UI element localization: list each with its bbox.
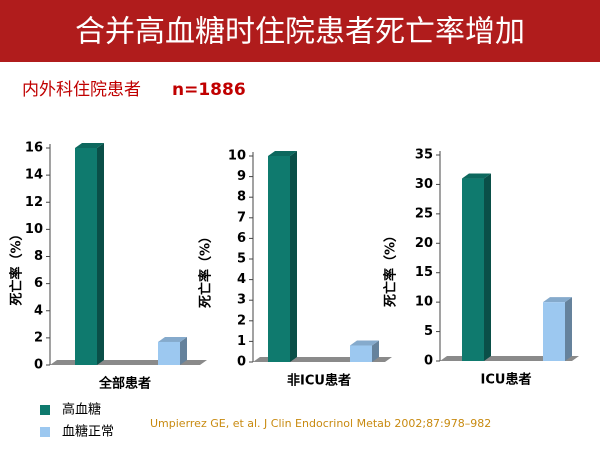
citation: Umpierrez GE, et al. J Clin Endocrinol M… [150,417,491,430]
bar-side [484,173,491,361]
y-tick-label: 16 [25,141,43,156]
legend-swatch [40,405,50,415]
bar [268,156,290,362]
legend-swatch [40,427,50,437]
bar [75,148,97,365]
y-tick-label: 9 [237,169,246,184]
x-category-label: ICU患者 [481,372,532,388]
y-tick-label: 8 [237,190,246,205]
legend-label: 血糖正常 [62,424,114,440]
x-category-label: 全部患者 [98,376,151,392]
y-tick-label: 4 [237,272,246,287]
bar-top [462,173,491,179]
bar-top [75,143,104,148]
y-axis-label: 死亡率（%） [383,229,399,307]
bar [158,341,180,365]
y-tick-label: 20 [415,236,433,251]
bar [462,178,484,361]
y-tick-label: 4 [34,303,43,318]
y-axis-label: 死亡率（%） [198,230,214,308]
x-category-label: 非ICU患者 [287,373,351,389]
y-tick-label: 8 [34,249,43,264]
y-tick-label: 3 [237,293,246,308]
bar-top [543,297,572,303]
bar-side [372,340,379,362]
bar-side [290,151,297,362]
bar-side [565,297,572,361]
y-tick-label: 7 [237,210,246,225]
subtitle: 内外科住院患者 [22,80,141,100]
y-tick-label: 6 [34,276,43,291]
y-tick-label: 12 [25,195,43,210]
y-tick-label: 6 [237,231,246,246]
y-tick-label: 25 [415,206,433,221]
legend-label: 高血糖 [62,402,101,418]
title: 合并高血糖时住院患者死亡率增加 [75,15,525,50]
bar-side [97,143,104,365]
bar [350,345,372,362]
bar [543,302,565,361]
y-tick-label: 0 [237,355,246,370]
bar-top [268,151,297,156]
y-tick-label: 10 [228,149,246,164]
y-tick-label: 2 [34,330,43,345]
bar-top [350,340,379,346]
y-tick-label: 0 [34,358,43,373]
y-tick-label: 14 [25,168,43,183]
y-tick-label: 1 [237,334,246,349]
y-tick-label: 15 [415,265,433,280]
y-tick-label: 5 [237,252,246,267]
y-axis-label: 死亡率（%） [9,227,25,305]
y-tick-label: 10 [25,222,43,237]
y-tick-label: 10 [415,295,433,310]
header-band [0,0,600,62]
y-tick-label: 2 [237,313,246,328]
y-tick-label: 5 [424,324,433,339]
y-tick-label: 0 [424,354,433,369]
y-tick-label: 35 [415,148,433,163]
bar-top [158,336,187,342]
y-tick-label: 30 [415,177,433,192]
bar-side [180,336,187,365]
sample-size: n=1886 [172,80,246,100]
